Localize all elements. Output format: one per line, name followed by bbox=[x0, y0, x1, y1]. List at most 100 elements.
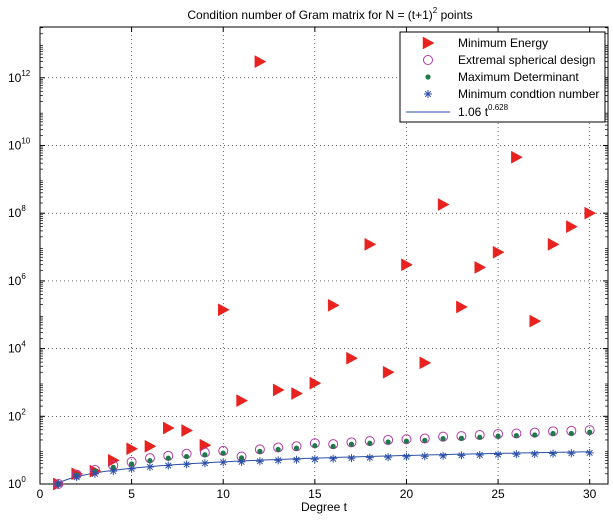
legend: Minimum Energy Extremal spherical design… bbox=[399, 31, 606, 123]
max-determinant-point bbox=[293, 445, 300, 451]
y-tick-label: 1010 bbox=[8, 136, 31, 152]
x-tick-label: 20 bbox=[400, 487, 414, 501]
extremal-design-point bbox=[53, 479, 64, 489]
minimum-energy-point bbox=[291, 387, 304, 400]
min-condition-point bbox=[549, 449, 558, 458]
max-determinant-point bbox=[422, 437, 428, 443]
minimum-energy-point bbox=[126, 442, 139, 456]
minimum-energy-point bbox=[217, 303, 230, 317]
max-determinant-point bbox=[458, 435, 465, 441]
min-condition-point bbox=[164, 461, 173, 470]
max-determinant-point bbox=[147, 458, 153, 464]
min-condition-point bbox=[310, 455, 319, 464]
max-determinant-point bbox=[477, 434, 483, 440]
legend-marker-extremal-design-point bbox=[423, 55, 433, 65]
minimum-energy-point bbox=[492, 245, 505, 259]
max-determinant-point bbox=[257, 448, 263, 454]
minimum-energy-point bbox=[511, 150, 523, 164]
plot-area bbox=[39, 26, 609, 485]
series-layer bbox=[53, 55, 597, 491]
x-tick-label: 0 bbox=[37, 487, 44, 501]
series-min-condition-point bbox=[54, 448, 594, 488]
minimum-energy-point bbox=[309, 376, 322, 390]
min-condition-point bbox=[347, 454, 356, 463]
max-determinant-point bbox=[568, 430, 574, 437]
y-tick-label: 102 bbox=[8, 407, 26, 423]
min-condition-point bbox=[365, 453, 374, 462]
min-condition-point bbox=[475, 450, 484, 459]
chart-title-sup: 2 bbox=[433, 6, 438, 15]
legend-label-max-determinant: Maximum Determinant bbox=[458, 70, 579, 84]
x-tick-label: 10 bbox=[217, 487, 231, 501]
legend-marker-min-condition-point bbox=[424, 90, 432, 98]
x-tick-label: 15 bbox=[308, 487, 322, 501]
y-tick-label: 108 bbox=[8, 204, 26, 220]
extremal-design-point bbox=[346, 437, 357, 448]
min-condition-point bbox=[567, 449, 576, 458]
min-condition-point bbox=[402, 452, 411, 461]
extremal-design-point bbox=[419, 433, 430, 444]
y-tick-label: 100 bbox=[8, 475, 26, 491]
minimum-energy-point bbox=[529, 314, 542, 328]
minimum-energy-point bbox=[382, 365, 395, 379]
x-tick-label: 25 bbox=[491, 487, 505, 501]
series-extremal-design-point bbox=[53, 425, 595, 489]
min-condition-point bbox=[54, 480, 63, 488]
x-tick-label: 5 bbox=[128, 487, 135, 501]
minimum-energy-point bbox=[364, 237, 377, 251]
min-condition-point bbox=[512, 450, 521, 459]
extremal-design-point bbox=[438, 431, 449, 442]
min-condition-point bbox=[585, 448, 594, 457]
min-condition-point bbox=[274, 456, 283, 465]
max-determinant-point bbox=[495, 433, 501, 439]
min-condition-point bbox=[457, 451, 466, 460]
min-condition-point bbox=[72, 473, 81, 482]
legend-label-minimum-energy: Minimum Energy bbox=[458, 36, 548, 50]
chart-title-tail: points bbox=[437, 8, 472, 22]
legend-fit-exponent: 0.628 bbox=[488, 103, 509, 112]
minimum-energy-point bbox=[181, 424, 194, 437]
max-determinant-point bbox=[550, 430, 556, 437]
legend-label-fit: 1.06 t0.628 bbox=[458, 103, 509, 119]
minimum-energy-point bbox=[456, 300, 468, 314]
min-condition-point bbox=[145, 462, 154, 471]
min-condition-point bbox=[219, 458, 228, 467]
y-tick-labels: 100 102 104 106 108 1010 1012 bbox=[8, 69, 31, 491]
minimum-energy-point bbox=[566, 220, 578, 234]
max-determinant-point bbox=[330, 443, 336, 449]
minimum-energy-point bbox=[272, 383, 285, 397]
min-condition-point bbox=[292, 455, 301, 464]
legend-marker-max-determinant-point bbox=[425, 74, 431, 80]
max-determinant-point bbox=[312, 443, 318, 449]
minimum-energy-point bbox=[584, 206, 597, 220]
x-tick-labels: 0 5 10 15 20 25 30 bbox=[37, 487, 597, 501]
max-determinant-point bbox=[183, 453, 190, 460]
minimum-energy-point bbox=[474, 260, 487, 274]
max-determinant-point bbox=[513, 432, 519, 439]
chart-title: Condition number of Gram matrix for N = … bbox=[187, 6, 472, 22]
min-condition-point bbox=[384, 453, 393, 462]
max-determinant-point bbox=[440, 435, 446, 442]
legend-box bbox=[399, 31, 606, 123]
max-determinant-point bbox=[532, 432, 538, 438]
minimum-energy-point bbox=[327, 298, 340, 312]
legend-label-extremal-design: Extremal spherical design bbox=[458, 53, 595, 67]
max-determinant-point bbox=[385, 439, 391, 445]
min-condition-point bbox=[439, 451, 448, 460]
chart-title-base: Condition number of Gram matrix for N = … bbox=[187, 8, 432, 22]
max-determinant-point bbox=[348, 441, 355, 447]
min-condition-point bbox=[127, 464, 136, 473]
x-axis-label: Degree t bbox=[301, 500, 348, 514]
y-tick-label: 106 bbox=[8, 272, 26, 288]
max-determinant-point bbox=[367, 440, 373, 446]
minimum-energy-point bbox=[547, 237, 560, 251]
legend-marker-minimum-energy-point bbox=[422, 36, 435, 50]
min-condition-point bbox=[182, 460, 191, 469]
y-tick-label: 104 bbox=[8, 340, 26, 356]
minimum-energy-point bbox=[163, 421, 175, 435]
minimum-energy-point bbox=[236, 394, 249, 408]
min-condition-point bbox=[329, 454, 338, 463]
minimum-energy-point bbox=[346, 351, 359, 365]
x-tick-label: 30 bbox=[583, 487, 597, 501]
